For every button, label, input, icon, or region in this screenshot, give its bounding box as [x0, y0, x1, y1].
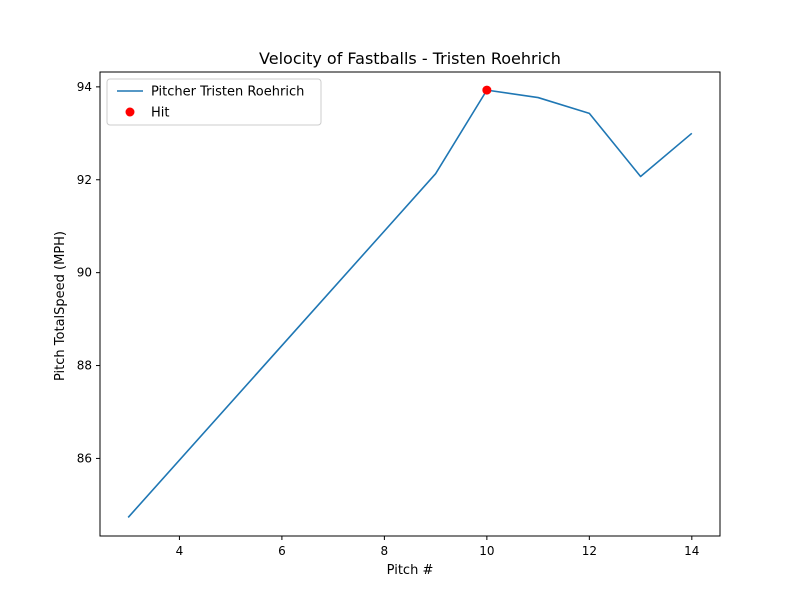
x-tick-label-6: 6: [278, 544, 286, 558]
y-tick-label-94: 94: [77, 80, 92, 94]
x-axis-label: Pitch #: [387, 563, 434, 578]
x-tick-label-8: 8: [381, 544, 389, 558]
series-line-0: [127, 89, 693, 518]
legend-label-1: Hit: [151, 106, 169, 121]
y-tick-label-88: 88: [77, 359, 92, 373]
y-tick-label-90: 90: [77, 266, 92, 280]
legend: Pitcher Tristen Roehrich Hit: [106, 78, 322, 126]
y-tick-label-86: 86: [77, 451, 92, 465]
plot-area: 4 6 8 10 12 14 86 88 90 92 94: [77, 71, 721, 558]
x-tick-label-14: 14: [684, 544, 699, 558]
y-tick-label-92: 92: [77, 173, 92, 187]
legend-label-0: Pitcher Tristen Roehrich: [151, 85, 304, 100]
x-tick-label-4: 4: [176, 544, 184, 558]
x-tick-label-12: 12: [582, 544, 597, 558]
series-point-1-0: [482, 85, 492, 95]
x-tick-label-10: 10: [479, 544, 494, 558]
chart-title: Velocity of Fastballs - Tristen Roehrich: [259, 49, 561, 68]
legend-box: [106, 78, 322, 126]
legend-marker-swatch-1: [125, 107, 135, 117]
axes-frame: [99, 71, 721, 537]
y-axis-label: Pitch TotalSpeed (MPH): [53, 231, 68, 381]
